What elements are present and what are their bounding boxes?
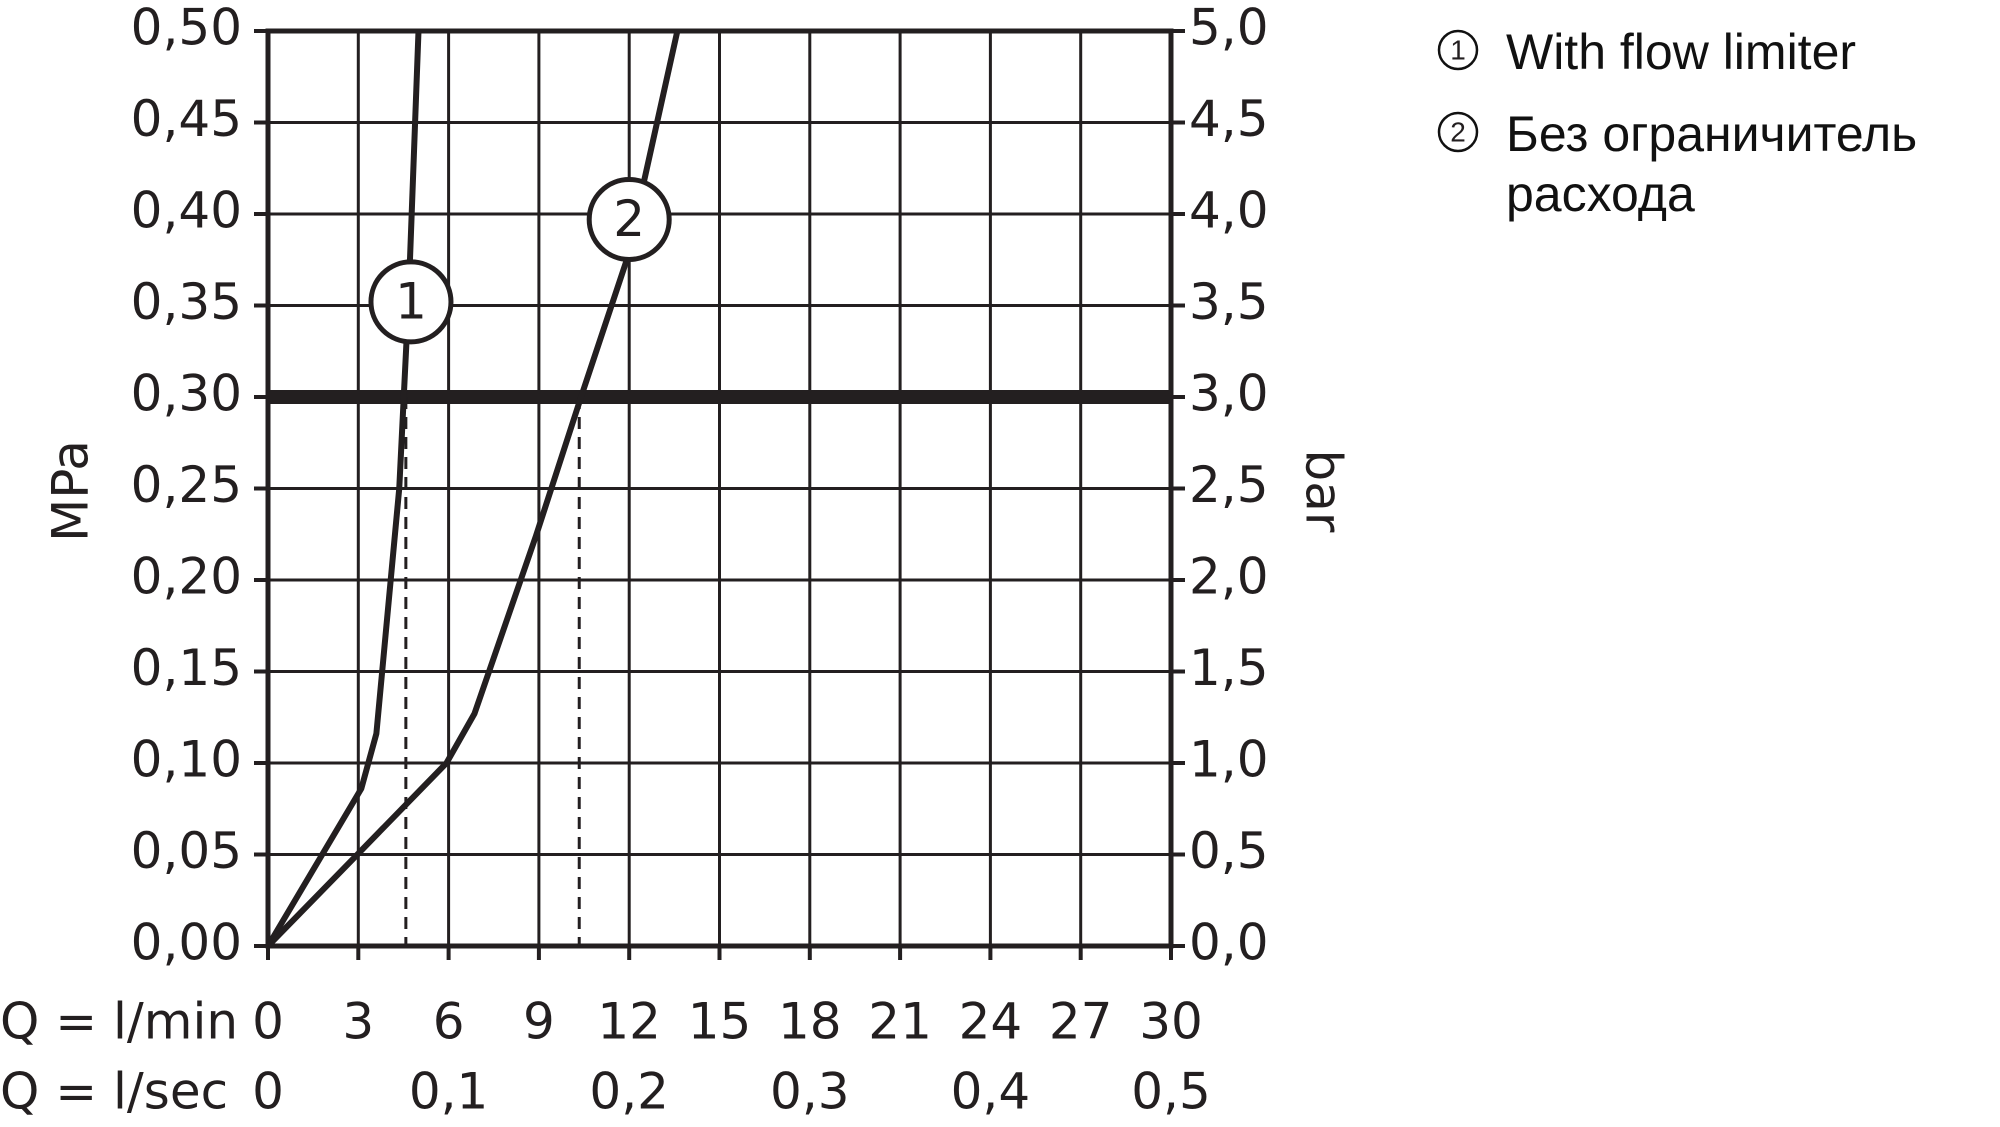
x2-tick-label: 0,4 (951, 1063, 1031, 1121)
y2-tick-label: 5,0 (1189, 0, 1269, 57)
x-tick-label: 6 (433, 993, 465, 1051)
y2-tick-label: 3,5 (1189, 273, 1269, 331)
x-tick-label: 15 (688, 993, 752, 1051)
y2-tick-label: 2,5 (1189, 456, 1269, 514)
callout-label: 1 (395, 272, 427, 330)
x-tick-label: 24 (959, 993, 1023, 1051)
legend-circle (1437, 29, 1479, 71)
callout-circle (586, 176, 672, 262)
y-tick-label: 0,35 (131, 273, 242, 331)
x-tick-label: 30 (1139, 993, 1203, 1051)
y2-tick-label: 4,5 (1189, 90, 1269, 148)
x-axis-title: Q = l/min (0, 993, 238, 1051)
y-tick-label: 0,25 (131, 456, 242, 514)
y2-tick-label: 1,5 (1189, 639, 1269, 697)
series-line (265, 30, 681, 949)
x2-tick-label: 0,3 (770, 1063, 850, 1121)
series-callout: 2 (586, 176, 672, 262)
series-callout: 1 (368, 259, 454, 345)
y-tick-label: 0,20 (131, 548, 242, 606)
y2-tick-label: 3,0 (1189, 365, 1269, 423)
y2-tick-label: 1,0 (1189, 731, 1269, 789)
y-tick-label: 0,00 (131, 914, 242, 972)
legend-icon: 1 (1437, 29, 1479, 71)
x-tick-label: 9 (523, 993, 555, 1051)
y-tick-label: 0,40 (131, 182, 242, 240)
x2-tick-label: 0,2 (589, 1063, 669, 1121)
y2-tick-label: 0,5 (1189, 822, 1269, 880)
y-tick-label: 0,05 (131, 822, 242, 880)
x2-tick-label: 0 (252, 1063, 284, 1121)
y-axis-title: MPa (42, 440, 100, 542)
y-tick-label: 0,15 (131, 639, 242, 697)
callout-circle (368, 259, 454, 345)
legend-item: 1 With flow limiter (1436, 22, 2000, 82)
y-tick-label: 0,30 (131, 365, 242, 423)
x2-tick-label: 0,1 (409, 1063, 489, 1121)
x2-axis-title: Q = l/sec (0, 1063, 228, 1121)
callout-label: 2 (613, 190, 645, 248)
chart: 0,000,050,100,150,200,250,300,350,400,45… (0, 0, 1353, 1121)
y-tick-label: 0,50 (131, 0, 242, 57)
legend: 1 With flow limiter 2 Без ограничитель расх… (1436, 22, 2000, 246)
y-tick-label: 0,10 (131, 731, 242, 789)
legend-number: 2 (1450, 116, 1466, 147)
y2-tick-label: 4,0 (1189, 182, 1269, 240)
y2-tick-label: 0,0 (1189, 914, 1269, 972)
y-tick-label: 0,45 (131, 90, 242, 148)
x-tick-label: 27 (1049, 993, 1113, 1051)
legend-icon: 2 (1437, 111, 1479, 153)
y2-tick-label: 2,0 (1189, 548, 1269, 606)
plot-frame (265, 28, 1174, 949)
x-tick-label: 18 (778, 993, 842, 1051)
x-tick-label: 0 (252, 993, 284, 1051)
x-tick-label: 3 (342, 993, 374, 1051)
legend-label: Без ограничитель расхода (1506, 106, 1918, 222)
y2-axis-title: bar (1295, 450, 1353, 533)
legend-circle (1437, 111, 1479, 153)
legend-number: 1 (1450, 34, 1466, 65)
legend-label: With flow limiter (1506, 24, 1857, 80)
x-tick-label: 12 (597, 993, 661, 1051)
x2-tick-label: 0,5 (1131, 1063, 1211, 1121)
legend-item: 2 Без ограничитель расхода (1436, 104, 2000, 224)
x-tick-label: 21 (868, 993, 932, 1051)
